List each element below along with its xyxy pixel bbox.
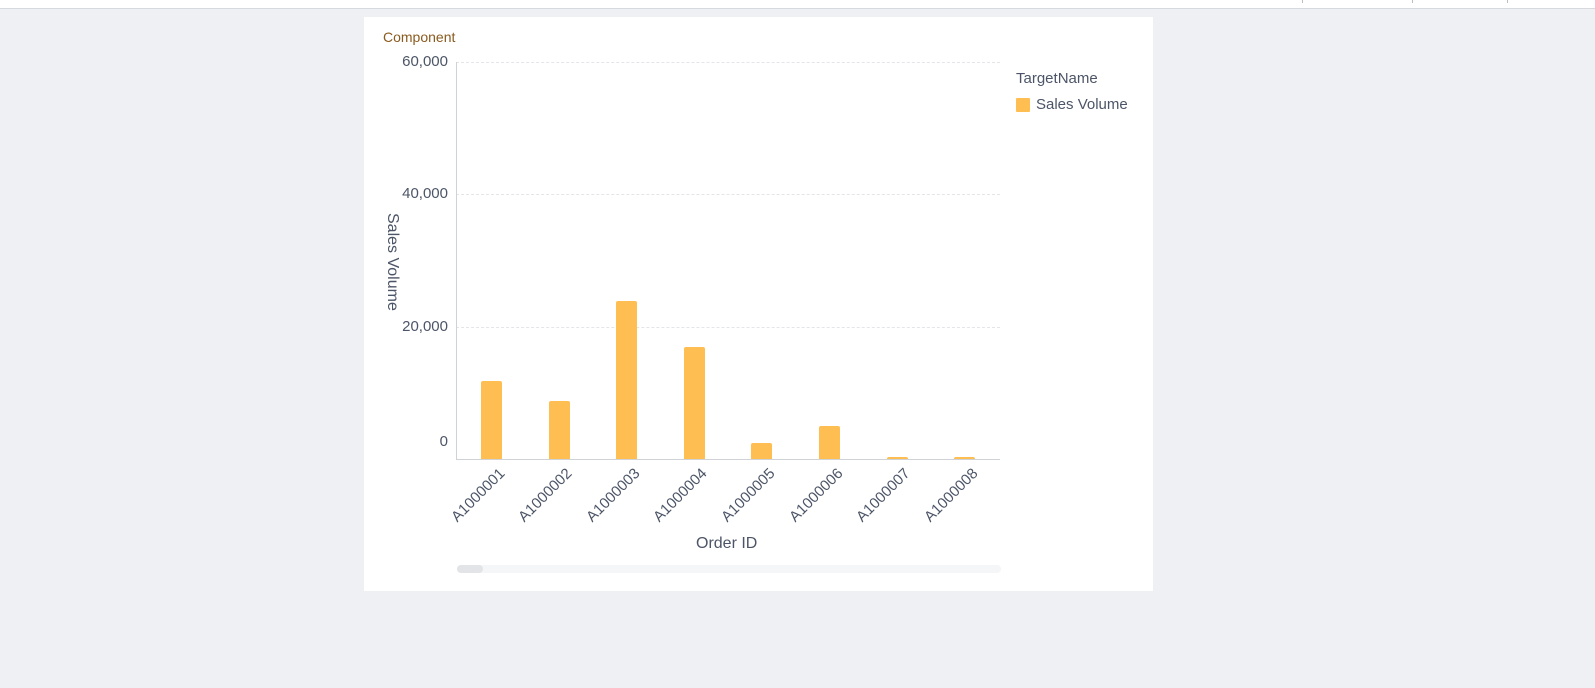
y-axis-title: Sales Volume — [384, 213, 401, 311]
y-tick-label: 60,000 — [402, 53, 448, 70]
card-title: Component — [383, 29, 456, 45]
top-bar-divider — [1412, 0, 1413, 3]
x-tick-label: A1000007 — [853, 465, 914, 526]
x-tick-label: A1000001 — [447, 465, 508, 526]
gridline — [456, 326, 1000, 328]
bar-A1000004[interactable] — [683, 347, 705, 459]
x-axis-line — [456, 459, 1000, 460]
legend-item-sales-volume[interactable]: Sales Volume — [1016, 96, 1128, 113]
bar-A1000001[interactable] — [481, 380, 502, 459]
gridline — [456, 62, 1000, 63]
x-tick-label: A1000008 — [920, 465, 982, 526]
legend-swatch — [1016, 97, 1030, 112]
x-scrollbar-thumb[interactable] — [457, 565, 483, 573]
bar-A1000003[interactable] — [616, 300, 638, 459]
bar-A1000007[interactable] — [886, 457, 908, 459]
bar-A1000002[interactable] — [548, 400, 570, 459]
x-axis-title: Order ID — [696, 535, 758, 552]
x-tick-label: A1000006 — [785, 465, 846, 526]
chart-card: Component Order ID Sales Volume TargetNa… — [364, 17, 1153, 591]
y-tick-label: 0 — [439, 433, 448, 450]
top-bar-divider — [1507, 0, 1508, 3]
x-tick-label: A1000005 — [717, 465, 779, 526]
x-tick-label: A1000004 — [650, 465, 711, 526]
bar-A1000008[interactable] — [954, 457, 976, 459]
top-bar-divider — [1302, 0, 1303, 3]
bar-A1000006[interactable] — [819, 425, 840, 459]
x-tick-label: A1000003 — [582, 465, 644, 526]
y-tick-label: 20,000 — [402, 317, 448, 335]
gridline — [456, 194, 1000, 196]
legend-label: Sales Volume — [1036, 96, 1128, 113]
legend-title: TargetName — [1016, 70, 1098, 87]
x-tick-label: A1000002 — [515, 465, 576, 526]
y-tick-label: 40,000 — [402, 185, 448, 203]
bar-A1000005[interactable] — [751, 443, 773, 459]
y-axis-line — [456, 62, 457, 459]
top-bar — [0, 0, 1595, 9]
x-scrollbar[interactable] — [457, 565, 1001, 573]
